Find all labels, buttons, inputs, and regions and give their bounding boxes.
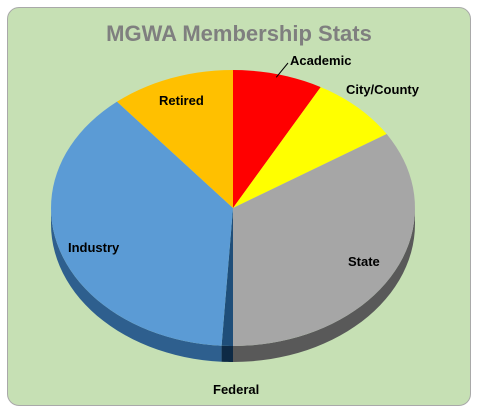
leader-line-academic [275, 62, 289, 78]
pie-slice-retired [116, 70, 233, 208]
pie-slice-academic [233, 70, 321, 208]
pie-slices [51, 70, 415, 346]
slice-label-federal: Federal [213, 382, 259, 397]
chart-area: MGWA Membership Stats Academic City/Count… [7, 7, 471, 406]
slice-label-state: State [348, 254, 380, 269]
pie-slice-federal [221, 208, 233, 346]
pie-side-state [233, 208, 415, 362]
slice-label-retired: Retired [159, 93, 204, 108]
pie-chart: Academic City/County State Federal Industry R… [51, 53, 420, 397]
pie-side-walls [51, 208, 415, 362]
pie-side-federal [221, 345, 233, 362]
pie-slice-city-county [233, 87, 387, 208]
pie-slice-state [233, 134, 415, 346]
slice-label-industry: Industry [68, 240, 120, 255]
pie-labels: Academic City/County State Federal Industry R… [68, 53, 420, 397]
pie-slice-industry [51, 101, 233, 346]
slice-label-city-county: City/County [346, 82, 420, 97]
chart-title: MGWA Membership Stats [106, 21, 372, 46]
pie-side-industry [51, 208, 222, 362]
slice-label-academic: Academic [290, 53, 351, 68]
